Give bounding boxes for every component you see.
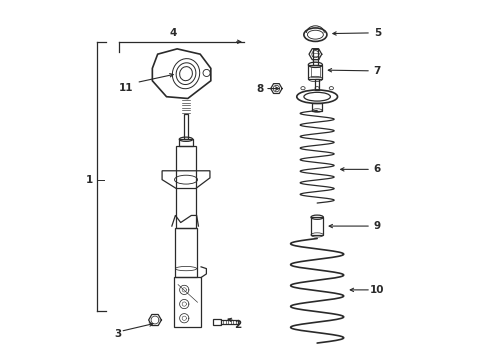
Text: 4: 4 <box>169 28 177 38</box>
Text: 5: 5 <box>373 28 380 38</box>
Bar <box>179 139 192 145</box>
Text: 8: 8 <box>256 84 264 94</box>
Text: 1: 1 <box>86 175 93 185</box>
Bar <box>314 79 319 90</box>
Bar <box>310 67 319 77</box>
Bar <box>313 49 317 65</box>
Text: 6: 6 <box>373 165 380 174</box>
Bar <box>212 319 220 325</box>
Bar <box>174 278 201 327</box>
Text: 11: 11 <box>118 83 133 93</box>
Text: 2: 2 <box>233 320 241 330</box>
Text: 7: 7 <box>373 66 380 76</box>
Text: 9: 9 <box>373 221 380 231</box>
Bar <box>311 103 322 111</box>
Text: 3: 3 <box>114 329 121 339</box>
Bar <box>307 65 322 79</box>
Bar <box>310 217 323 235</box>
Bar <box>175 228 196 278</box>
Text: 10: 10 <box>369 285 384 295</box>
Bar <box>183 114 188 139</box>
Bar <box>176 145 195 228</box>
